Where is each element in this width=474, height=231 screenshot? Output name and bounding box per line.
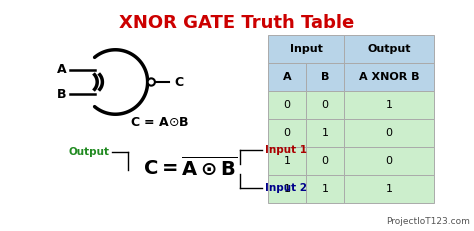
Bar [344, 175, 434, 203]
Bar [344, 91, 434, 119]
Text: 0: 0 [385, 156, 392, 166]
Text: 1: 1 [283, 184, 291, 194]
Bar [306, 147, 344, 175]
Text: C: C [174, 76, 183, 88]
Text: A: A [283, 72, 292, 82]
Text: C = A$\odot$B: C = A$\odot$B [130, 116, 190, 129]
Bar [268, 35, 344, 63]
Text: 1: 1 [385, 100, 392, 110]
Bar [344, 119, 434, 147]
Bar [268, 147, 306, 175]
Bar [344, 35, 434, 63]
Bar [268, 63, 306, 91]
Text: B: B [57, 88, 66, 100]
Bar [268, 175, 306, 203]
Text: A: A [56, 64, 66, 76]
Bar [344, 63, 434, 91]
Bar [306, 63, 344, 91]
Bar [268, 119, 306, 147]
Text: A XNOR B: A XNOR B [359, 72, 419, 82]
Text: $\mathbf{C = \overline{A \odot B}}$: $\mathbf{C = \overline{A \odot B}}$ [143, 156, 237, 180]
Text: 1: 1 [321, 128, 328, 138]
Text: 1: 1 [321, 184, 328, 194]
Text: B: B [321, 72, 329, 82]
Text: Output: Output [69, 147, 110, 157]
Text: Input: Input [290, 44, 322, 54]
Bar [268, 91, 306, 119]
Text: Input 2: Input 2 [265, 183, 307, 193]
Text: 0: 0 [385, 128, 392, 138]
Text: 0: 0 [321, 156, 328, 166]
Text: Input 1: Input 1 [265, 145, 307, 155]
Text: 0: 0 [321, 100, 328, 110]
Text: 0: 0 [283, 100, 291, 110]
Text: ProjectIoT123.com: ProjectIoT123.com [386, 217, 470, 226]
Text: 1: 1 [283, 156, 291, 166]
Bar [306, 119, 344, 147]
Text: 1: 1 [385, 184, 392, 194]
Circle shape [147, 78, 155, 86]
Text: Output: Output [367, 44, 411, 54]
Bar [306, 175, 344, 203]
Text: XNOR GATE Truth Table: XNOR GATE Truth Table [119, 14, 355, 32]
Text: 0: 0 [283, 128, 291, 138]
Bar [306, 91, 344, 119]
Bar [344, 147, 434, 175]
